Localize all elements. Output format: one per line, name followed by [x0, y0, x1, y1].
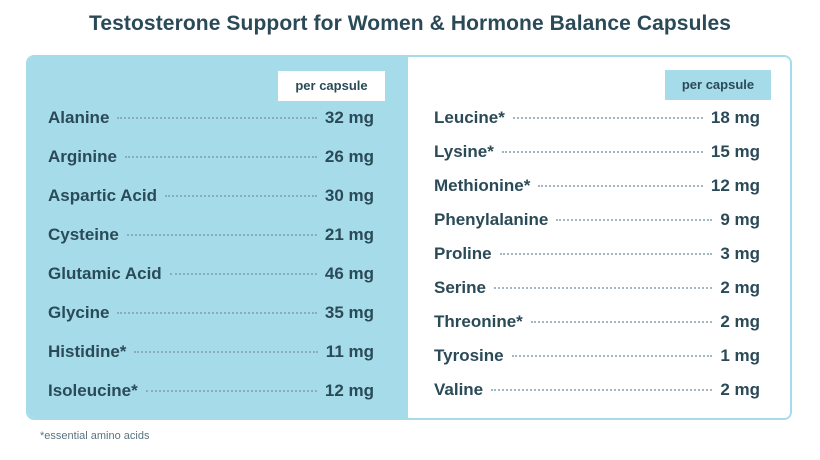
dot-leader	[134, 351, 318, 353]
ingredient-name: Histidine*	[48, 342, 127, 361]
page-title: Testosterone Support for Women & Hormone…	[88, 12, 732, 35]
ingredient-amount: 12 mg	[710, 176, 760, 195]
left-per-capsule-header: per capsule	[278, 71, 385, 101]
table-row: Valine 2 mg	[434, 380, 760, 400]
supplement-table: per capsule Alanine 32 mg Arginine 26 mg…	[26, 55, 792, 420]
dot-leader	[501, 151, 703, 153]
dot-leader	[512, 117, 703, 119]
ingredient-amount: 35 mg	[324, 303, 374, 322]
dot-leader	[511, 355, 713, 357]
ingredient-amount: 2 mg	[720, 380, 760, 399]
ingredient-name: Alanine	[48, 108, 110, 127]
ingredient-amount: 2 mg	[720, 312, 760, 331]
table-row: Threonine* 2 mg	[434, 312, 760, 332]
dot-leader	[124, 156, 317, 158]
ingredient-amount: 1 mg	[720, 346, 760, 365]
ingredient-name: Lysine*	[434, 142, 494, 161]
ingredient-name: Isoleucine*	[48, 381, 138, 400]
ingredient-name: Phenylalanine	[434, 210, 549, 229]
ingredient-name: Aspartic Acid	[48, 186, 157, 205]
ingredient-amount: 26 mg	[324, 147, 374, 166]
ingredient-name: Glycine	[48, 303, 110, 322]
dot-leader	[117, 312, 317, 314]
table-row: Phenylalanine 9 mg	[434, 210, 760, 230]
dot-leader	[169, 273, 317, 275]
ingredient-name: Valine	[434, 380, 484, 399]
dot-leader	[493, 287, 713, 289]
dot-leader	[556, 219, 713, 221]
ingredient-name: Leucine*	[434, 108, 505, 127]
ingredient-amount: 3 mg	[720, 244, 760, 263]
ingredient-amount: 12 mg	[324, 381, 374, 400]
table-row: Glutamic Acid 46 mg	[48, 264, 374, 284]
table-row: Isoleucine* 12 mg	[48, 381, 374, 401]
ingredient-amount: 46 mg	[324, 264, 374, 283]
table-row: Alanine 32 mg	[48, 108, 374, 128]
right-column: per capsule Leucine* 18 mg Lysine* 15 mg…	[408, 57, 790, 418]
dot-leader	[530, 321, 713, 323]
dot-leader	[491, 389, 713, 391]
ingredient-name: Serine	[434, 278, 486, 297]
dot-leader	[126, 234, 317, 236]
left-column: per capsule Alanine 32 mg Arginine 26 mg…	[28, 57, 408, 418]
ingredient-name: Threonine*	[434, 312, 523, 331]
dot-leader	[164, 195, 317, 197]
ingredient-name: Arginine	[48, 147, 117, 166]
ingredient-name: Methionine*	[434, 176, 531, 195]
table-row: Methionine* 12 mg	[434, 176, 760, 196]
ingredient-name: Cysteine	[48, 225, 119, 244]
ingredient-amount: 15 mg	[710, 142, 760, 161]
dot-leader	[117, 117, 317, 119]
table-row: Arginine 26 mg	[48, 147, 374, 167]
ingredient-amount: 21 mg	[324, 225, 374, 244]
ingredient-amount: 18 mg	[710, 108, 760, 127]
ingredient-amount: 9 mg	[720, 210, 760, 229]
table-row: Histidine* 11 mg	[48, 342, 374, 362]
right-per-capsule-header: per capsule	[665, 70, 771, 100]
table-row: Proline 3 mg	[434, 244, 760, 264]
ingredient-name: Glutamic Acid	[48, 264, 162, 283]
ingredient-amount: 11 mg	[325, 342, 374, 361]
table-row: Tyrosine 1 mg	[434, 346, 760, 366]
footnote: *essential amino acids	[40, 430, 150, 442]
dot-leader	[538, 185, 703, 187]
table-row: Cysteine 21 mg	[48, 225, 374, 245]
ingredient-amount: 2 mg	[720, 278, 760, 297]
table-row: Lysine* 15 mg	[434, 142, 760, 162]
table-row: Glycine 35 mg	[48, 303, 374, 323]
ingredient-amount: 32 mg	[324, 108, 374, 127]
table-row: Leucine* 18 mg	[434, 108, 760, 128]
dot-leader	[499, 253, 713, 255]
ingredient-name: Tyrosine	[434, 346, 504, 365]
dot-leader	[145, 390, 317, 392]
table-row: Serine 2 mg	[434, 278, 760, 298]
ingredient-amount: 30 mg	[324, 186, 374, 205]
ingredient-name: Proline	[434, 244, 492, 263]
table-row: Aspartic Acid 30 mg	[48, 186, 374, 206]
